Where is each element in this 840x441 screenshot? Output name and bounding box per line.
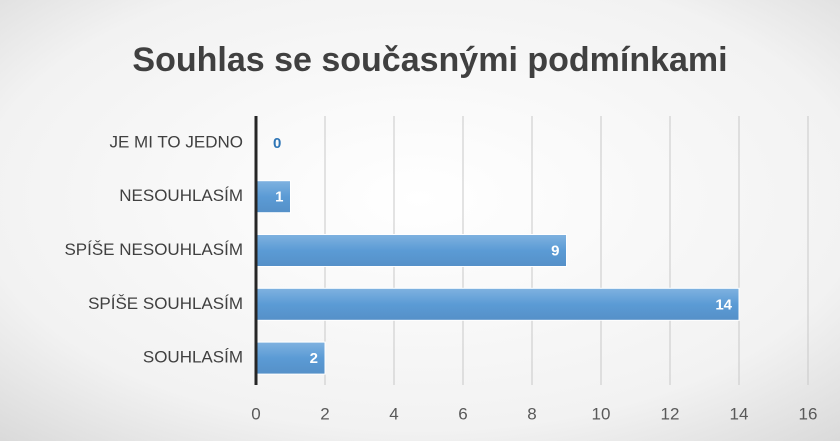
x-tick-label: 10	[592, 404, 611, 423]
y-tick-label: SPÍŠE SOUHLASÍM	[88, 294, 243, 313]
data-label: 14	[715, 296, 732, 313]
bar	[255, 341, 326, 375]
data-label: 0	[273, 135, 281, 152]
x-tick-label: 8	[527, 404, 536, 423]
x-tick-label: 0	[251, 404, 260, 423]
y-tick-label: SOUHLASÍM	[143, 348, 243, 367]
bar	[255, 287, 740, 321]
data-label: 9	[551, 242, 559, 259]
x-tick-label: 6	[458, 404, 467, 423]
x-tick-label: 4	[389, 404, 398, 423]
y-tick-label: NESOUHLASÍM	[119, 186, 243, 205]
x-tick-label: 14	[730, 404, 749, 423]
bar	[255, 234, 567, 267]
x-tick-label: 16	[799, 404, 818, 423]
x-tick-label: 2	[320, 404, 329, 423]
y-tick-label: SPÍŠE NESOUHLASÍM	[64, 240, 243, 259]
bar	[255, 180, 291, 214]
x-tick-label: 12	[661, 404, 680, 423]
chart-title: Souhlas se současnými podmínkami	[132, 41, 727, 79]
y-tick-label: JE MI TO JEDNO	[109, 132, 243, 151]
data-label: 2	[310, 350, 318, 367]
data-label: 1	[275, 189, 283, 206]
